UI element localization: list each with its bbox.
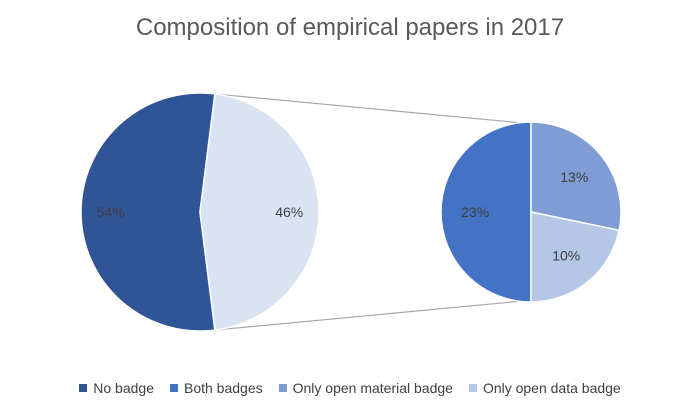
main-pie-label-2: 46%	[275, 204, 303, 220]
secondary-pie-label-1: 23%	[461, 204, 489, 220]
legend-swatch	[79, 384, 88, 392]
legend-item-4: Only open data badge	[468, 380, 621, 396]
secondary-pie-label-3: 10%	[552, 247, 580, 263]
connector-line-top	[214, 93, 524, 124]
legend-swatch	[278, 384, 287, 392]
chart-title: Composition of empirical papers in 2017	[135, 14, 565, 41]
legend: No badge Both badges Only open material ba…	[0, 380, 700, 396]
secondary-pie-label-2: 13%	[560, 169, 588, 185]
legend-item-3: Only open material badge	[278, 380, 453, 396]
legend-item-2: Both badges	[169, 380, 263, 396]
secondary-pie-slice-1	[440, 121, 532, 303]
legend-label: Only open material badge	[292, 380, 453, 396]
secondary-pie-slice-3	[530, 211, 621, 303]
legend-swatch	[468, 384, 477, 392]
legend-item-1: No badge	[79, 380, 154, 396]
main-pie-slice-2	[199, 93, 320, 331]
connector-line-bottom	[214, 300, 524, 331]
secondary-pie-slice-2	[530, 121, 622, 232]
legend-swatch	[169, 384, 178, 392]
main-pie-slice-1	[80, 92, 216, 332]
legend-label: No badge	[93, 380, 154, 396]
legend-label: Only open data badge	[482, 380, 621, 396]
legend-label: Both badges	[183, 380, 263, 396]
main-pie-label-1: 54%	[97, 204, 125, 220]
